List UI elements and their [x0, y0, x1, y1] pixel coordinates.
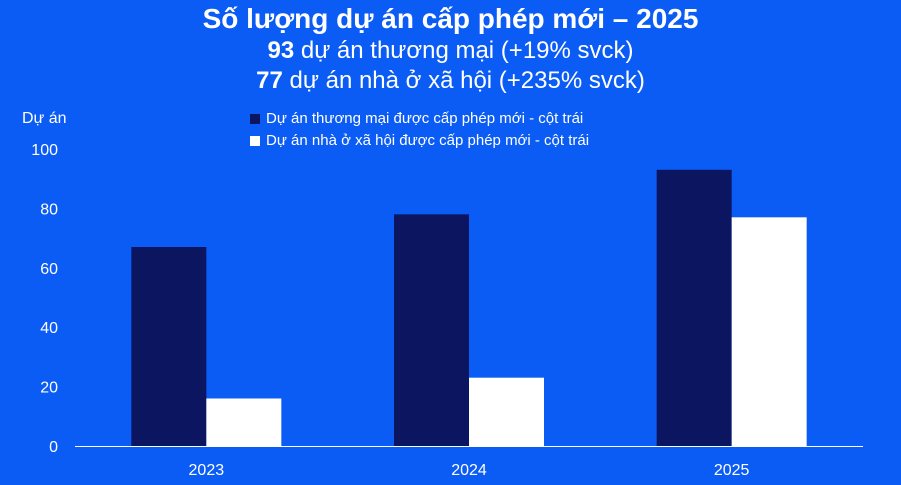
- y-tick-label: 0: [49, 439, 58, 456]
- bar-commercial: [131, 247, 207, 446]
- legend-item-commercial: Dự án thương mại được cấp phép mới - cột…: [250, 108, 589, 130]
- x-tick-label: 2025: [714, 462, 750, 479]
- legend-label-social-housing: Dự án nhà ở xã hội được cấp phép mới - c…: [266, 132, 590, 149]
- bar-social-housing: [206, 398, 282, 446]
- x-tick-label: 2023: [189, 462, 225, 479]
- bar-social-housing: [469, 377, 544, 446]
- legend-item-social-housing: Dự án nhà ở xã hội được cấp phép mới - c…: [250, 130, 589, 152]
- subtitle-line-commercial: 93 dự án thương mại (+19% svck): [0, 36, 901, 66]
- subtitle-text-social-housing: dự án nhà ở xã hội (+235% svck): [282, 67, 645, 94]
- chart-title: Số lượng dự án cấp phép mới – 2025: [202, 3, 699, 34]
- y-tick-label: 20: [40, 380, 58, 397]
- bar-social-housing: [731, 217, 807, 446]
- subtitle-line-social-housing: 77 dự án nhà ở xã hội (+235% svck): [0, 66, 901, 96]
- y-tick-label: 40: [40, 320, 58, 337]
- y-tick-label: 60: [40, 261, 58, 278]
- y-tick-label: 80: [40, 201, 58, 218]
- legend-label-commercial: Dự án thương mại được cấp phép mới - cột…: [266, 110, 584, 127]
- legend-swatch-social-housing: [250, 136, 260, 146]
- y-tick-label: 100: [31, 142, 58, 159]
- subtitle-text-commercial: dự án thương mại (+19% svck): [294, 37, 634, 64]
- bar-commercial: [656, 169, 732, 447]
- legend-swatch-commercial: [250, 114, 260, 124]
- chart-header: Số lượng dự án cấp phép mới – 2025 93 dự…: [0, 2, 901, 96]
- subtitle-value-social-housing: 77: [256, 67, 283, 94]
- chart-legend: Dự án thương mại được cấp phép mới - cột…: [250, 108, 589, 152]
- y-axis-label: Dự án: [22, 110, 67, 127]
- x-tick-label: 2024: [451, 462, 487, 479]
- bar-commercial: [394, 214, 469, 446]
- subtitle-value-commercial: 93: [267, 37, 295, 64]
